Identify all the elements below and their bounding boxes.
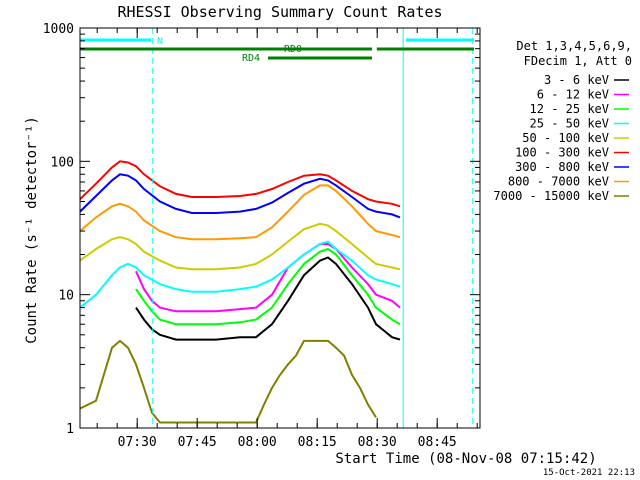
x-tick-label: 07:30 [118,435,157,450]
series-line-1 [135,243,401,313]
legend-label-0: 3 - 6 keV [544,73,609,87]
y-tick-label: 1 [66,422,74,437]
series-line-2 [135,247,401,326]
x-tick-label: 08:15 [298,435,337,450]
legend-label-8: 7000 - 15000 keV [493,189,609,203]
y-tick-label: 1000 [43,22,74,37]
x-tick-label: 08:30 [358,435,397,450]
y-tick-label: 10 [58,289,74,304]
x-tick-label: 08:00 [238,435,277,450]
series-line-5 [79,160,401,208]
series-line-3 [79,240,401,309]
x-tick-label: 07:45 [178,435,217,450]
series-line-0 [135,256,401,341]
y-tick-label: 100 [51,155,74,170]
y-axis: 1 10 100 1000 [43,22,480,437]
legend-header-line-1: Det 1,3,4,5,6,9, [516,39,632,53]
legend: Det 1,3,4,5,6,9, FDecim 1, Att 0 3 - 6 k… [493,39,632,203]
flags-layer: N RD0 RD4 [80,36,474,64]
series-line-4 [79,222,401,271]
x-axis-label: Start Time (08-Nov-08 07:15:42) [335,451,596,467]
y-axis-label: Count Rate (s⁻¹ detector⁻¹) [24,116,40,344]
legend-label-2: 12 - 25 keV [530,102,609,116]
chart-title: RHESSI Observing Summary Count Rates [117,3,442,21]
flag-label-RD4: RD4 [242,53,260,64]
legend-label-1: 6 - 12 keV [537,88,609,102]
series-line-7 [79,184,401,241]
legend-header-line-2: FDecim 1, Att 0 [524,54,632,68]
flag-label-RD0: RD0 [284,44,302,55]
x-tick-label: 08:45 [418,435,457,450]
x-axis: 07:30 07:45 08:00 08:15 08:30 08:45 [96,28,478,450]
legend-label-4: 50 - 100 keV [522,131,609,145]
series-line-8 [79,339,377,424]
series-line-6 [79,173,401,219]
legend-label-7: 800 - 7000 keV [508,175,609,189]
legend-label-6: 300 - 800 keV [515,160,609,174]
series-layer [79,160,401,424]
legend-label-5: 100 - 300 keV [515,146,609,160]
plot-frame [79,27,481,429]
footer-timestamp: 15-Oct-2021 22:13 [543,468,635,478]
flag-label-N: N [157,36,163,47]
legend-label-3: 25 - 50 keV [530,117,609,131]
